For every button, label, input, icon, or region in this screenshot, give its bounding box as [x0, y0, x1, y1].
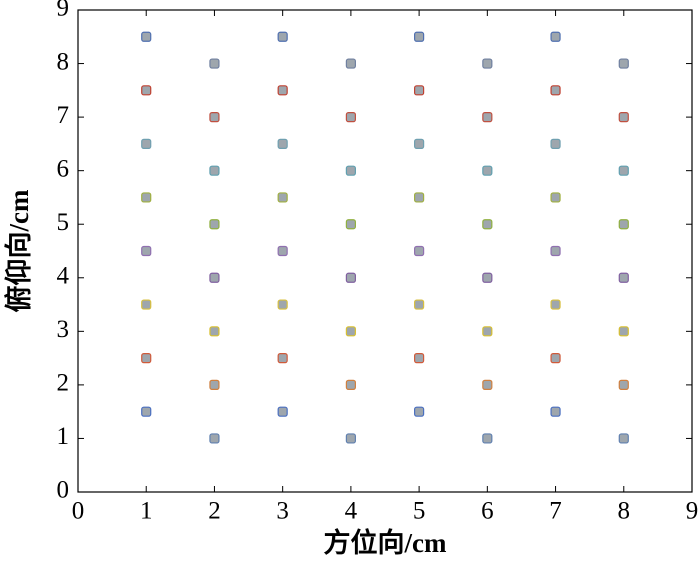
scatter-point [345, 379, 356, 390]
y-tick-label: 6 [57, 155, 70, 182]
scatter-point [414, 85, 425, 96]
scatter-point [482, 165, 493, 176]
x-tick-label: 2 [208, 498, 221, 525]
scatter-point [277, 138, 288, 149]
scatter-point [209, 219, 220, 230]
scatter-point [277, 406, 288, 417]
scatter-point [550, 299, 561, 310]
scatter-point [345, 58, 356, 69]
scatter-point [141, 299, 152, 310]
scatter-point [550, 192, 561, 203]
x-axis-label: 方位向/cm [324, 527, 447, 558]
scatter-point [277, 31, 288, 42]
y-axis-label: 俯仰向/cm [3, 189, 34, 312]
scatter-point [345, 165, 356, 176]
y-tick-label: 5 [57, 209, 70, 236]
scatter-point [141, 138, 152, 149]
scatter-point [482, 326, 493, 337]
scatter-point [482, 379, 493, 390]
scatter-point [618, 379, 629, 390]
scatter-point [618, 165, 629, 176]
scatter-point [209, 272, 220, 283]
scatter-point [618, 58, 629, 69]
x-tick-label: 0 [72, 498, 85, 525]
x-tick-label: 6 [481, 498, 494, 525]
scatter-point [414, 353, 425, 364]
y-tick-label: 9 [57, 0, 70, 22]
scatter-point [277, 85, 288, 96]
scatter-point [277, 192, 288, 203]
y-tick-label: 0 [57, 477, 70, 504]
y-tick-label: 2 [57, 370, 70, 397]
scatter-point [345, 433, 356, 444]
scatter-point [277, 353, 288, 364]
scatter-point [550, 353, 561, 364]
scatter-point [550, 406, 561, 417]
scatter-point [414, 192, 425, 203]
scatter-point [345, 112, 356, 123]
scatter-point [141, 85, 152, 96]
scatter-point [209, 58, 220, 69]
scatter-point [482, 58, 493, 69]
y-tick-label: 4 [57, 263, 70, 290]
scatter-point [550, 138, 561, 149]
scatter-point [550, 245, 561, 257]
plot-frame [77, 9, 693, 493]
scatter-point [618, 112, 629, 123]
y-tick-label: 8 [57, 48, 70, 75]
x-tick-label: 3 [276, 498, 289, 525]
scatter-point [345, 219, 356, 230]
scatter-point [414, 299, 425, 310]
x-tick-label: 8 [618, 498, 631, 525]
scatter-point [209, 433, 220, 444]
scatter-point [277, 245, 288, 257]
scatter-point [209, 165, 220, 176]
scatter-point [209, 112, 220, 123]
scatter-point [141, 192, 152, 203]
scatter-point [482, 272, 493, 283]
scatter-point [209, 326, 220, 337]
scatter-point [141, 406, 152, 417]
scatter-point [277, 299, 288, 310]
scatter-point [141, 353, 152, 364]
scatter-point [550, 85, 561, 96]
scatter-point [618, 433, 629, 444]
scatter-point [414, 138, 425, 149]
scatter-point [141, 31, 152, 42]
x-tick-label: 5 [413, 498, 426, 525]
scatter-point [550, 31, 561, 42]
y-tick-label: 1 [57, 423, 70, 450]
scatter-point [209, 379, 220, 390]
scatter-point [345, 326, 356, 337]
scatter-point [618, 326, 629, 337]
scatter-point [482, 112, 493, 123]
x-tick-label: 7 [549, 498, 562, 525]
x-tick-label: 4 [345, 498, 358, 525]
scatter-point [414, 245, 425, 257]
scatter-point [482, 219, 493, 230]
y-tick-label: 7 [57, 102, 70, 129]
scatter-point [141, 245, 152, 257]
scatter-point [414, 406, 425, 417]
scatter-point [618, 219, 629, 230]
scatter-point [345, 272, 356, 283]
x-tick-label: 1 [140, 498, 153, 525]
scatter-point [618, 272, 629, 283]
scatter-point [414, 31, 425, 42]
x-tick-label: 9 [686, 498, 699, 525]
y-tick-label: 3 [57, 316, 70, 343]
scatter-point [482, 433, 493, 444]
